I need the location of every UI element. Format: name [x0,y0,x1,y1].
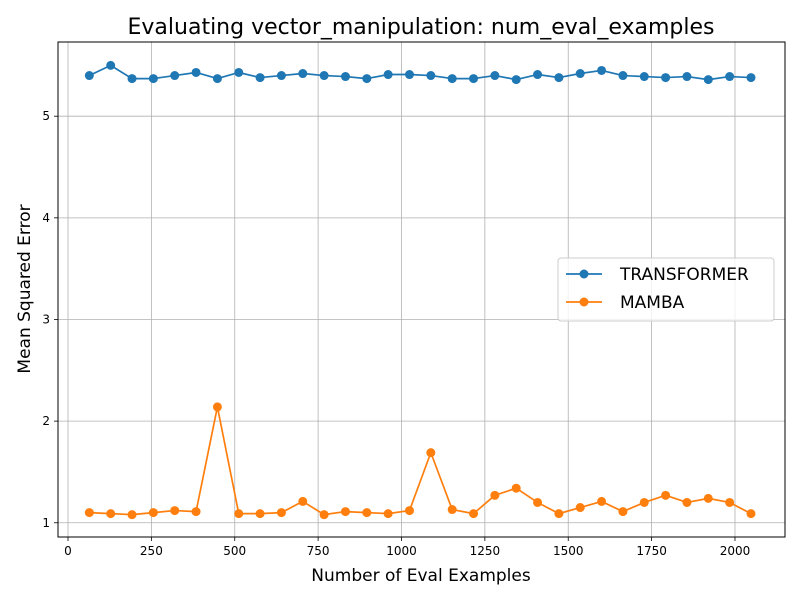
legend-label-mamba: MAMBA [620,293,685,313]
data-point-transformer [746,73,756,83]
x-tick-label: 750 [307,544,330,558]
y-tick-label: 3 [42,312,50,326]
data-point-mamba [340,507,350,517]
legend-box [557,257,775,322]
data-point-transformer [490,71,500,81]
data-point-mamba [383,509,393,519]
data-point-transformer [533,70,543,80]
x-tick-label: 1250 [470,544,501,558]
data-point-mamba [682,497,692,507]
data-point-transformer [170,71,180,81]
plot-frame [57,41,786,538]
data-point-transformer [362,74,372,84]
data-point-mamba [255,509,265,519]
data-point-mamba [148,508,158,518]
data-point-mamba [703,493,713,503]
data-point-mamba [533,497,543,507]
data-point-transformer [725,72,735,82]
data-point-mamba [426,448,436,458]
data-point-transformer [511,75,521,85]
grid-lines [58,42,785,537]
legend: TRANSFORMER MAMBA [557,257,775,322]
data-point-mamba [362,508,372,518]
data-point-transformer [191,67,201,77]
data-point-mamba [746,509,756,519]
x-tick-label: 0 [64,544,72,558]
y-tick-label: 5 [42,109,50,123]
data-point-transformer [234,67,244,77]
data-point-transformer [148,74,158,84]
data-point-transformer [298,69,308,79]
data-point-mamba [725,497,735,507]
data-point-mamba [276,508,286,518]
data-point-transformer [404,70,414,80]
data-point-transformer [212,74,222,84]
x-tick-label: 250 [140,544,163,558]
data-point-mamba [575,503,585,513]
data-point-mamba [639,497,649,507]
data-point-transformer [106,60,116,70]
data-point-transformer [255,73,265,83]
y-axis-label: Mean Squared Error [15,204,35,373]
data-point-transformer [276,71,286,81]
x-tick-label: 500 [223,544,246,558]
data-point-transformer [597,65,607,75]
data-point-mamba [597,496,607,506]
data-point-transformer [469,74,479,84]
data-point-mamba [127,510,137,520]
y-tick-label: 2 [42,414,50,428]
data-point-transformer [319,71,329,81]
data-point-transformer [682,72,692,82]
data-point-transformer [618,71,628,81]
data-point-transformer [661,73,671,83]
data-point-mamba [511,483,521,493]
data-point-mamba [170,506,180,516]
data-point-transformer [340,72,350,82]
data-point-transformer [426,71,436,81]
data-point-mamba [298,496,308,506]
data-point-mamba [191,507,201,517]
plot-series [84,60,756,520]
data-point-mamba [106,509,116,519]
data-point-mamba [84,508,94,518]
data-point-transformer [575,69,585,79]
series-mamba [84,402,756,520]
y-tick-label: 4 [42,211,50,225]
series-transformer [84,60,756,85]
x-tick-label: 1750 [636,544,667,558]
data-point-mamba [447,505,457,515]
x-tick-label: 2000 [720,544,751,558]
data-point-transformer [447,74,457,84]
data-point-mamba [404,506,414,516]
data-point-mamba [661,490,671,500]
legend-marker-transformer [579,269,589,279]
data-point-mamba [234,509,244,519]
x-axis-ticks: 0 250 500 750 1000 1250 1500 1750 2000 [64,537,750,558]
data-point-transformer [554,73,564,83]
y-tick-label: 1 [42,516,50,530]
data-point-transformer [84,71,94,81]
data-point-mamba [469,509,479,519]
data-point-mamba [554,509,564,519]
legend-marker-mamba [579,297,589,307]
x-tick-label: 1000 [386,544,417,558]
x-axis-label: Number of Eval Examples [311,566,531,586]
y-axis-ticks: 1 2 3 4 5 [42,109,58,530]
data-point-mamba [618,507,628,517]
data-point-transformer [703,75,713,85]
data-point-mamba [319,510,329,520]
data-point-transformer [127,74,137,84]
x-tick-label: 1500 [553,544,584,558]
data-point-mamba [490,490,500,500]
data-point-transformer [639,72,649,82]
data-point-mamba [212,402,222,412]
data-point-transformer [383,70,393,80]
legend-label-transformer: TRANSFORMER [619,265,749,285]
chart-title: Evaluating vector_manipulation: num_eval… [128,15,715,40]
